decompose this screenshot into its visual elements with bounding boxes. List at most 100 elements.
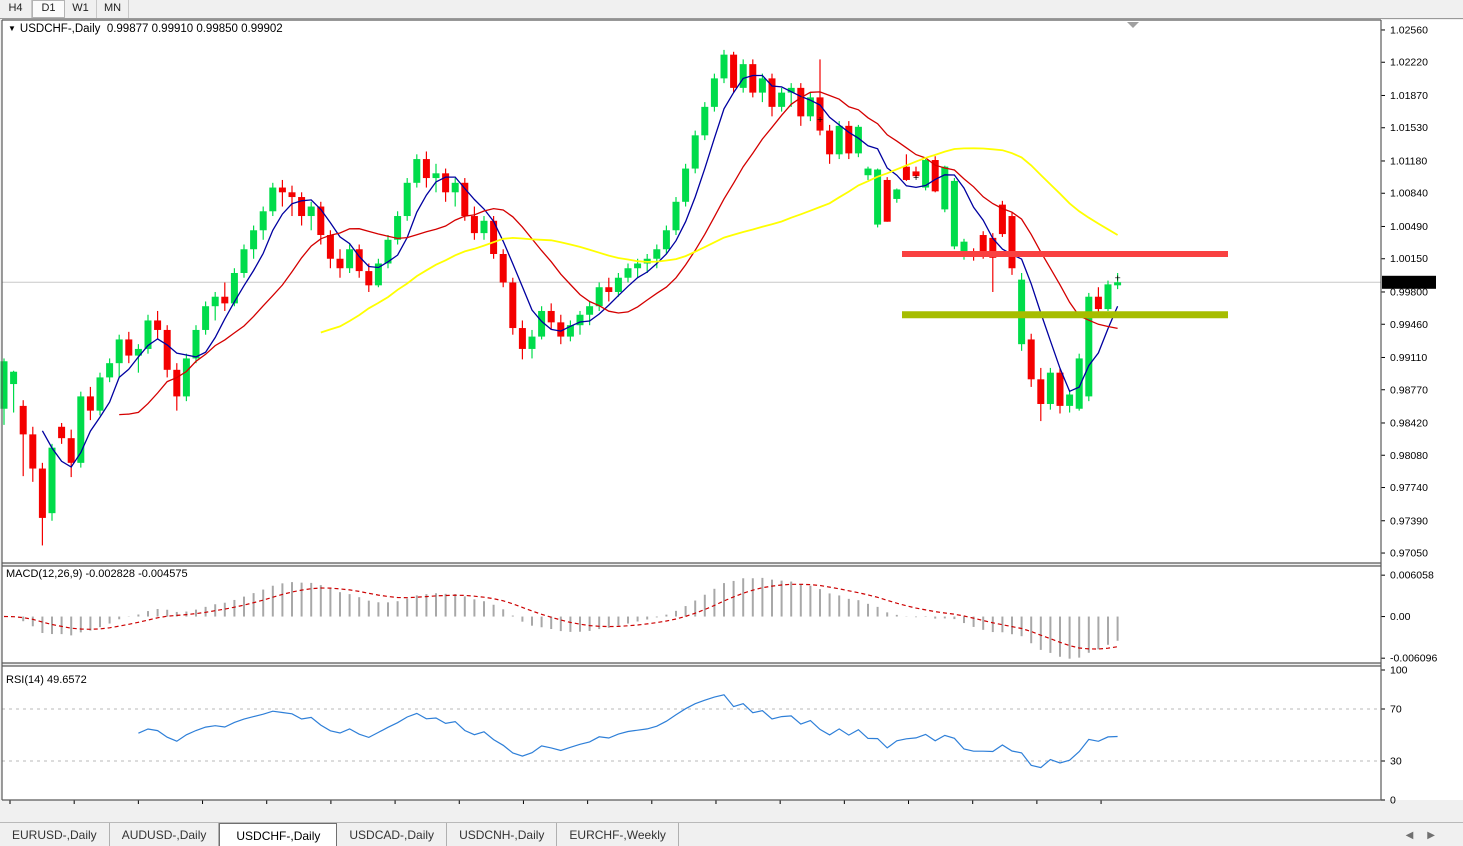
current-price-value: 0.99902 [1385,277,1423,289]
candle [269,187,277,212]
timeframe-button-mn[interactable]: MN [97,0,129,18]
candle [211,296,219,307]
candle [106,363,114,378]
macd-tick-label: 0.00 [1390,611,1411,623]
candle [10,371,18,385]
candle [115,339,123,364]
candle [461,182,469,217]
tab-usdcnh-daily[interactable]: USDCNH-,Daily [447,823,558,846]
candle [883,179,891,222]
candle [77,396,85,463]
price-tick-label: 1.01870 [1390,90,1428,102]
candle [893,189,901,199]
price-tick-label: 1.00150 [1390,253,1428,265]
candle [605,287,613,292]
fast-ma-line [41,74,1119,468]
candle [96,377,104,411]
candle [470,216,478,234]
price-tick-label: 0.99800 [1390,286,1428,298]
tab-eurchf-weekly[interactable]: EURCHF-,Weekly [557,823,679,846]
candle [1104,284,1112,310]
candle [778,92,786,107]
candle [1056,372,1064,406]
candle [413,159,421,183]
timeframe-button-d1[interactable]: D1 [32,0,65,18]
candle [806,97,814,117]
candle [451,182,459,193]
candle [1066,394,1074,406]
candle [38,468,46,518]
candle [826,130,834,155]
tab-audusd-daily[interactable]: AUDUSD-,Daily [110,823,220,846]
tab-eurusd-daily[interactable]: EURUSD-,Daily [0,823,110,846]
candle [259,211,267,231]
candle [490,220,498,255]
timeframe-button-h4[interactable]: H4 [0,0,32,18]
tab-usdcad-daily[interactable]: USDCAD-,Daily [337,823,448,846]
candle [854,126,862,154]
macd-tick-label: 0.006058 [1390,570,1434,582]
tab-scroll-arrows[interactable]: ◀▶ [1405,830,1449,841]
rsi-pane[interactable] [2,666,1381,800]
macd-pane[interactable] [2,566,1381,663]
candle [1114,282,1122,286]
candle [547,310,555,323]
candle [758,78,766,93]
candle [86,396,94,411]
candle [442,173,450,193]
candle [1046,372,1054,404]
candle [672,201,680,231]
candle [710,78,718,107]
candle [595,287,603,307]
candle [346,249,354,269]
timeframe-button-w1[interactable]: W1 [65,0,97,18]
price-tick-label: 0.99110 [1390,352,1427,364]
candle [634,263,642,269]
candle [586,306,594,315]
candle [739,64,747,88]
candle [422,159,430,179]
rsi-tick-label: 30 [1390,756,1402,768]
candle [614,277,622,292]
candle [835,125,843,155]
candle [374,263,382,286]
price-pane[interactable] [2,20,1381,563]
candle [787,87,795,93]
price-tick-label: 1.01530 [1390,122,1428,134]
candle [509,282,517,329]
candle [230,272,238,304]
candle [950,180,958,247]
price-tick-label: 1.00840 [1390,188,1428,200]
chart-shift-marker[interactable] [1127,22,1139,28]
candle [250,230,258,250]
candle [662,230,670,250]
candle [653,249,661,259]
price-chart[interactable]: + + +1.02560 1.02220 1.01870 1.01530 1.01180 1.… [0,0,1463,804]
candle [682,168,690,202]
candle [912,171,920,177]
candle [730,54,738,88]
price-tick-label: 0.99460 [1390,319,1428,331]
candle [874,169,882,225]
candle [998,204,1006,235]
tab-usdchf-daily[interactable]: USDCHF-,Daily [219,823,338,846]
price-tick-label: 0.98770 [1390,384,1428,396]
candle [1008,216,1016,269]
candle [221,296,229,304]
candle [538,310,546,337]
candle [317,206,325,236]
candle [384,239,392,264]
price-tick-label: 1.02220 [1390,57,1428,69]
candle [701,106,709,136]
candle [240,249,248,273]
candle [1027,339,1035,380]
candle [922,160,930,188]
candle [154,320,162,330]
medium-ma-line [119,91,1118,416]
cross-marker: + [1115,273,1121,285]
candle [691,135,699,169]
rsi-tick-label: 0 [1390,795,1396,805]
timeframe-toolbar: H4 D1 W1 MN [0,0,1463,19]
candle [432,173,440,179]
